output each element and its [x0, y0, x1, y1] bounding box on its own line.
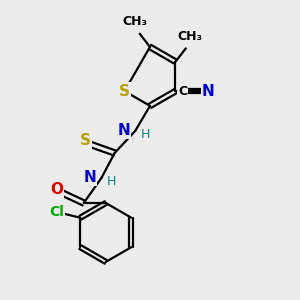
Text: N: N — [117, 123, 130, 138]
Text: C: C — [178, 85, 188, 98]
Text: O: O — [50, 182, 63, 197]
Text: H: H — [107, 175, 116, 188]
Text: CH₃: CH₃ — [123, 15, 148, 28]
Text: S: S — [80, 133, 91, 148]
Text: CH₃: CH₃ — [178, 30, 203, 43]
Text: H: H — [141, 128, 150, 141]
Text: N: N — [83, 170, 96, 185]
Text: S: S — [119, 84, 130, 99]
Text: N: N — [202, 84, 215, 99]
Text: Cl: Cl — [49, 205, 64, 219]
